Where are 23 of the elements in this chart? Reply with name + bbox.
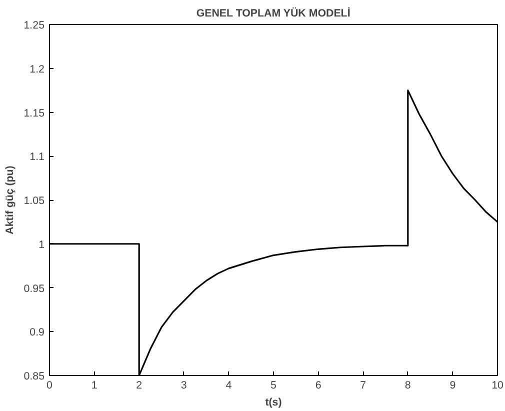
y-tick-label: 1.2	[30, 63, 45, 76]
x-tick-label: 1	[91, 380, 98, 392]
y-tick-label: 0.85	[24, 370, 45, 382]
x-tick-label: 6	[315, 380, 322, 392]
x-tick-label: 10	[492, 380, 504, 392]
y-tick-label: 1.15	[24, 107, 45, 120]
x-tick-label: 3	[180, 380, 187, 392]
y-tick-label: 0.95	[24, 282, 45, 295]
y-axis-title: Aktif güç (pu)	[4, 165, 16, 234]
x-tick-label: 9	[450, 380, 456, 392]
x-tick-label: 2	[136, 380, 142, 392]
x-tick-label: 7	[360, 380, 366, 392]
x-axis-title: t(s)	[265, 396, 282, 408]
x-tick-label: 8	[404, 380, 411, 392]
y-tick-label: 0.9	[30, 326, 45, 339]
x-tick-label: 4	[226, 380, 232, 392]
x-tick-label: 5	[270, 380, 277, 392]
x-tick-label: 0	[46, 380, 53, 392]
chart-title: GENEL TOPLAM YÜK MODELİ	[196, 6, 350, 20]
y-tick-label: 1.05	[24, 195, 45, 207]
y-tick-label: 1.25	[24, 20, 45, 32]
y-tick-label: 1	[38, 238, 45, 251]
y-tick-label: 1.1	[30, 151, 45, 164]
